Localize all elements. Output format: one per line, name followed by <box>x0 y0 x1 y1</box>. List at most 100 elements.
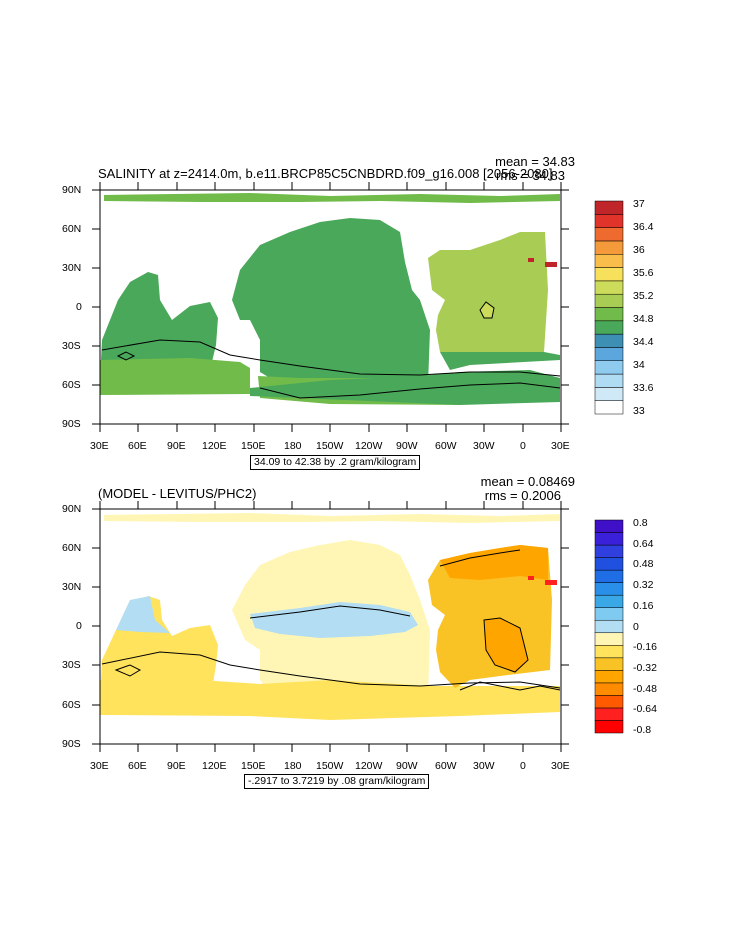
panel1-colorbar-label: 36 <box>633 244 645 256</box>
panel1-colorbar-box <box>594 293 624 308</box>
panel2-colorbar-box <box>594 657 624 671</box>
panel1-colorbar-box <box>594 267 624 282</box>
panel1-colorbar-box <box>594 347 624 361</box>
panel2-lon-label: 150E <box>241 760 266 772</box>
panel1-contour-info: 34.09 to 42.38 by .2 gram/kilogram <box>250 455 421 470</box>
panel1-lon-label: 30W <box>473 440 495 452</box>
panel2-colorbar-box <box>594 632 624 646</box>
panel2-colorbar-box <box>594 519 624 533</box>
panel2-lon-label: 120W <box>355 760 383 772</box>
panel2-lat-label: 30N <box>62 581 82 593</box>
panel2-colorbar-box <box>594 720 624 734</box>
panel2-colorbar-box <box>594 645 624 659</box>
panel2-lat-label: 90S <box>62 738 81 750</box>
panel2-colorbar-box <box>594 695 624 709</box>
panel2-colorbar <box>594 519 624 734</box>
panel1-colorbar-box <box>594 214 624 228</box>
panel2-lon-label: 0 <box>520 760 526 772</box>
panel1-lon-label: 60W <box>435 440 457 452</box>
panel1-colorbar <box>594 200 624 415</box>
panel2-lat-label: 60N <box>62 542 82 554</box>
panel2-colorbar-label: 0.64 <box>633 537 654 550</box>
panel1-colorbar-label: 37 <box>633 198 645 210</box>
panel1-colorbar-label: 36.4 <box>633 221 654 233</box>
panel1-colorbar-label: 35.2 <box>633 290 654 302</box>
panel1-map <box>100 193 561 405</box>
panel1-colorbar-label: 34.4 <box>633 336 654 348</box>
panel2-lat-label: 90N <box>62 503 82 515</box>
panel2-colorbar-box <box>594 707 624 721</box>
panel1-lat-label: 90S <box>62 418 81 430</box>
panel2-colorbar-box <box>594 619 624 634</box>
panel1-lon-label: 150E <box>241 440 266 452</box>
panel2-colorbar-label: -0.16 <box>633 641 657 654</box>
panel1-colorbar-box <box>594 200 624 215</box>
panel1-colorbar-box <box>594 307 624 322</box>
panel2-colorbar-box <box>594 544 624 558</box>
panel1-colorbar-box <box>594 320 624 335</box>
panel1-lon-label: 30E <box>551 440 570 452</box>
panel1-colorbar-box <box>594 360 624 375</box>
panel2-lon-label: 90W <box>396 760 418 772</box>
panel1-lat-label: 30N <box>62 262 82 274</box>
panel1-colorbar-box <box>594 254 624 268</box>
panel2-lat-label: 30S <box>62 659 81 671</box>
panel2-colorbar-label: 0.48 <box>633 558 654 571</box>
panel2-colorbar-box <box>594 670 624 684</box>
panel2-lon-label: 30W <box>473 760 495 772</box>
panel1-lat-label: 90N <box>62 184 82 196</box>
panel1-colorbar-label: 34 <box>633 359 645 371</box>
panel2-title: (MODEL - LEVITUS/PHC2) <box>98 486 257 501</box>
panel2-colorbar-label: -0.32 <box>633 661 657 674</box>
panel2-lon-label: 30E <box>551 760 570 772</box>
panel1-lat-label: 0 <box>76 301 82 313</box>
panel1-colorbar-label: 34.8 <box>633 313 654 325</box>
panel2-lat-label: 60S <box>62 699 81 711</box>
panel2-colorbar-label: 0.16 <box>633 599 654 612</box>
panel2-map <box>100 513 561 720</box>
panel1-lon-label: 150W <box>316 440 344 452</box>
panel2-colorbar-box <box>594 682 624 696</box>
panel1-lat-label: 60S <box>62 379 81 391</box>
panel2-colorbar-box <box>594 594 624 608</box>
panel2-colorbar-box <box>594 557 624 571</box>
panel1-lon-label: 90W <box>396 440 418 452</box>
panel2-lon-label: 30E <box>90 760 109 772</box>
panel2-colorbar-label: 0.32 <box>633 579 654 592</box>
panel1-lon-label: 0 <box>520 440 526 452</box>
panel2-colorbar-label: 0.8 <box>633 517 648 529</box>
panel1-colorbar-box <box>594 400 624 415</box>
panel1-lat-label: 60N <box>62 223 82 235</box>
panel2-lon-label: 180 <box>284 760 302 772</box>
panel2-lon-label: 150W <box>316 760 344 772</box>
panel2-contour-info: -.2917 to 3.7219 by .08 gram/kilogram <box>244 774 430 789</box>
panel1-lon-label: 30E <box>90 440 109 452</box>
panel2-colorbar-label: -0.48 <box>633 682 657 695</box>
panel1-lat-label: 30S <box>62 340 81 352</box>
panel2-colorbar-box <box>594 532 624 546</box>
panel2-colorbar-box <box>594 569 624 583</box>
panel1-colorbar-label: 33 <box>633 405 645 417</box>
panel2-lon-label: 60E <box>128 760 147 772</box>
panel1-colorbar-box <box>594 333 624 348</box>
panel2-lon-label: 60W <box>435 760 457 772</box>
panel2-rms: rms = 0.2006 <box>484 488 561 503</box>
panel1-colorbar-box <box>594 240 624 255</box>
panel1-colorbar-label: 33.6 <box>633 382 654 394</box>
panel2-colorbar-box <box>594 582 624 596</box>
panel1-colorbar-box <box>594 373 624 388</box>
panel2-colorbar-label: -0.64 <box>633 703 657 716</box>
panel1-title: SALINITY at z=2414.0m, b.e11.BRCP85C5CNB… <box>98 166 553 181</box>
panel1-lon-label: 90E <box>167 440 186 452</box>
panel1-lon-label: 120W <box>355 440 383 452</box>
panel2-mean: mean = 0.08469 <box>480 474 575 489</box>
panel2-lon-label: 120E <box>202 760 227 772</box>
panel2-colorbar-label: 0 <box>633 620 639 633</box>
panel1-colorbar-box <box>594 280 624 295</box>
panel2-lon-label: 90E <box>167 760 186 772</box>
panel1-rms: rms = 34.83 <box>495 168 565 183</box>
panel2-lat-label: 0 <box>76 620 82 632</box>
panel1-colorbar-box <box>594 227 624 242</box>
panel1-colorbar-box <box>594 387 624 401</box>
